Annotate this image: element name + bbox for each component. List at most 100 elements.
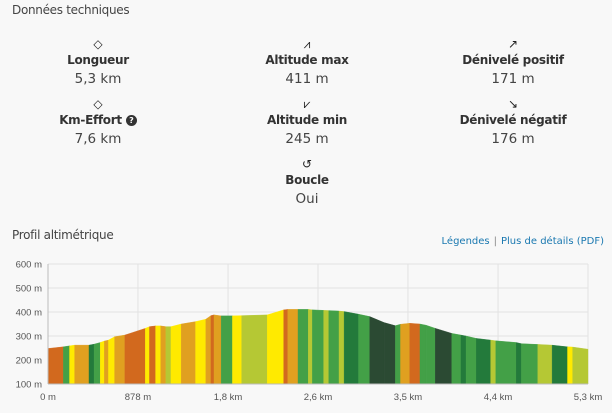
elevation-segment <box>338 310 345 385</box>
stat-label: Longueur <box>67 53 129 67</box>
elevation-segment <box>490 339 496 385</box>
stat-value: Oui <box>295 191 319 207</box>
y-tick-label: 600 m <box>16 260 42 271</box>
x-tick-label: 878 m <box>125 392 151 403</box>
elevation-segment <box>312 309 324 385</box>
elevation-segment <box>537 344 553 385</box>
elevation-segment <box>210 314 215 385</box>
elevation-segment <box>63 345 70 385</box>
elevation-segment <box>74 344 90 385</box>
elevation-segment <box>328 310 340 385</box>
stat-value: 411 m <box>285 71 329 87</box>
elevation-segment <box>283 309 288 385</box>
elevation-segment <box>220 315 233 385</box>
stat-descent: ↘ Dénivelé négatif 176 m <box>413 96 612 147</box>
pdf-details-link[interactable]: Plus de détails (PDF) <box>501 236 604 247</box>
elevation-segment <box>170 323 182 385</box>
x-tick-label: 5,3 km <box>574 392 603 403</box>
stat-altitude-min: ⩗ Altitude min 245 m <box>207 96 407 147</box>
y-tick-label: 500 m <box>16 284 42 295</box>
elevation-segment <box>160 325 167 385</box>
legend-link[interactable]: Légendes <box>441 236 490 247</box>
elevation-segment <box>308 309 313 385</box>
stat-length: ◇ Longueur 5,3 km <box>0 36 198 87</box>
elevation-segment <box>572 346 589 385</box>
section-title-profile: Profil altimétrique <box>12 228 114 242</box>
elevation-segment <box>400 323 410 385</box>
elevation-segment <box>495 340 517 385</box>
profile-links: Légendes | Plus de détails (PDF) <box>442 236 604 247</box>
stat-km-effort: ◇ Km-Effort? 7,6 km <box>0 96 198 147</box>
stat-label-text: Km-Effort <box>59 113 122 127</box>
x-tick-label: 2,6 km <box>304 392 333 403</box>
elevation-segment <box>241 314 268 385</box>
stat-loop: ↺ Boucle Oui <box>207 156 407 207</box>
x-tick-label: 4,4 km <box>484 392 513 403</box>
elevation-segment <box>383 322 396 385</box>
elevation-segment <box>93 342 101 385</box>
elevation-segment <box>409 323 421 385</box>
x-tick-label: 0 m <box>40 392 56 403</box>
elevation-segment <box>69 344 75 385</box>
link-separator: | <box>493 236 497 247</box>
stat-label: Altitude max <box>265 53 349 67</box>
descent-icon: ↘ <box>507 97 519 111</box>
elevation-segment <box>451 333 462 385</box>
elevation-segment <box>213 314 222 385</box>
elevation-segment <box>181 321 196 385</box>
elevation-segment <box>145 326 150 385</box>
y-tick-label: 300 m <box>16 332 42 343</box>
elevation-segment <box>551 344 568 385</box>
elevation-segment <box>343 311 359 385</box>
stat-label: Km-Effort? <box>0 113 198 127</box>
elevation-segment <box>419 323 427 385</box>
elevation-segment <box>149 325 156 385</box>
elevation-segment <box>104 339 109 385</box>
elevation-segment <box>465 335 477 385</box>
stat-value: 176 m <box>491 131 535 147</box>
elevation-segment <box>476 338 491 385</box>
elevation-segment <box>516 342 522 385</box>
elevation-segment <box>369 316 385 385</box>
loop-icon: ↺ <box>301 157 313 171</box>
elevation-segment <box>435 328 452 385</box>
stat-value: 245 m <box>285 131 329 147</box>
section-title-technical-data: Données techniques <box>12 3 130 17</box>
elevation-segment <box>323 310 329 385</box>
stat-value: 171 m <box>491 71 535 87</box>
stat-value: 7,6 km <box>74 131 122 147</box>
elevation-segment <box>88 343 95 385</box>
elevation-segment <box>567 346 573 385</box>
elevation-segment <box>425 324 436 385</box>
elevation-segment <box>155 325 161 385</box>
ruler-icon: ◇ <box>93 97 103 111</box>
elevation-segment <box>358 313 370 385</box>
elevation-segment <box>108 336 115 385</box>
help-icon[interactable]: ? <box>125 115 137 126</box>
elevation-segment <box>47 346 64 385</box>
x-tick-label: 3,5 km <box>394 392 423 403</box>
altitude-max-icon: ⩘ <box>303 37 311 51</box>
elevation-segment <box>124 328 146 385</box>
elevation-segment <box>395 323 401 385</box>
elevation-segment <box>232 315 242 385</box>
elevation-segment <box>195 318 206 385</box>
elevation-segment <box>205 315 212 385</box>
ascent-icon: ↗ <box>507 37 519 51</box>
elevation-segment <box>114 334 126 385</box>
elevation-segment <box>297 309 309 385</box>
elevation-segment <box>267 309 284 385</box>
stat-label: Dénivelé négatif <box>459 113 567 127</box>
elevation-segment <box>460 334 467 385</box>
y-tick-label: 100 m <box>16 380 42 391</box>
stat-label: Altitude min <box>267 113 347 127</box>
stat-label: Boucle <box>285 173 329 187</box>
stat-altitude-max: ⩘ Altitude max 411 m <box>207 36 407 87</box>
stat-value: 5,3 km <box>74 71 122 87</box>
stat-label: Dénivelé positif <box>462 53 564 67</box>
elevation-segment <box>100 340 105 385</box>
y-tick-label: 400 m <box>16 308 42 319</box>
stat-ascent: ↗ Dénivelé positif 171 m <box>413 36 612 87</box>
elevation-segment <box>521 343 538 385</box>
